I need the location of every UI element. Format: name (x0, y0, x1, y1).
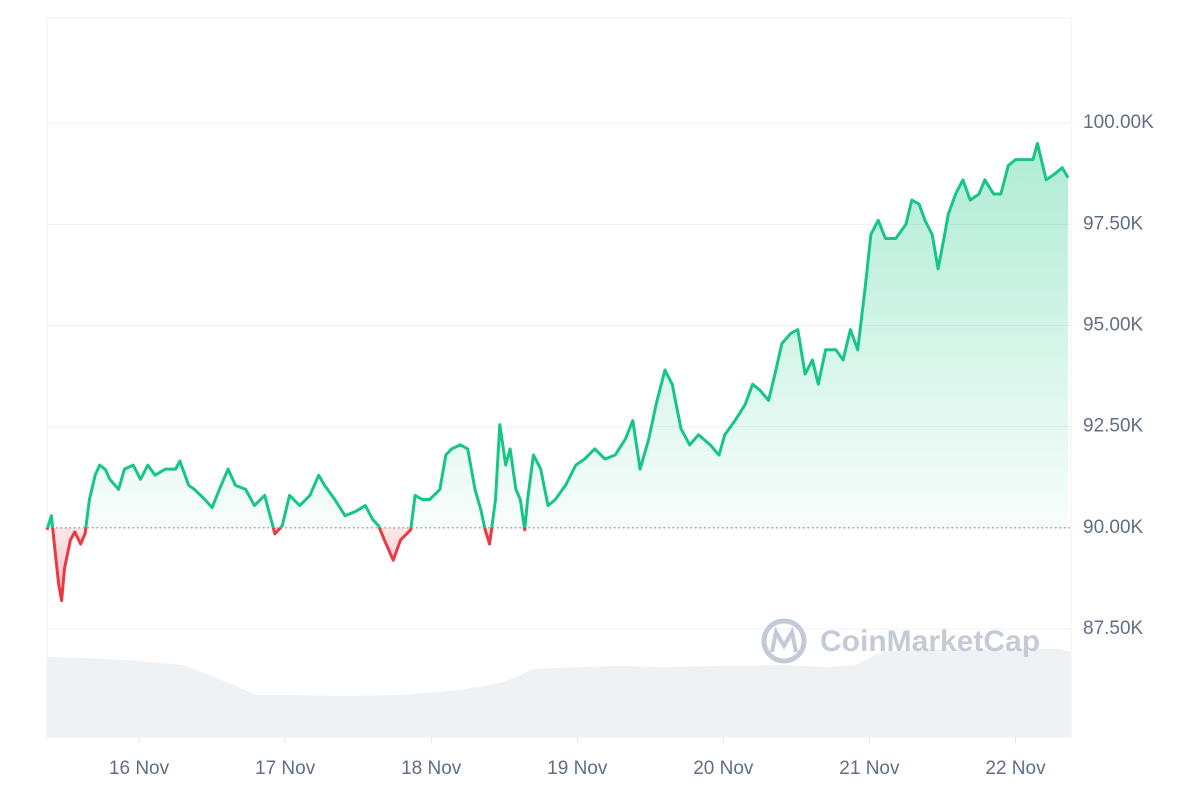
x-tick-label: 20 Nov (693, 758, 754, 779)
y-tick-label: 87.50K (1083, 618, 1144, 639)
x-tick-label: 16 Nov (109, 758, 170, 779)
y-tick-label: 92.50K (1083, 416, 1144, 437)
watermark: CoinMarketCap (820, 625, 1040, 658)
y-tick-label: 100.00K (1083, 112, 1154, 133)
watermark-logo (761, 618, 807, 664)
volume-area (47, 649, 1071, 737)
x-tick-label: 21 Nov (839, 758, 900, 779)
price-area (47, 143, 1069, 601)
price-line (45, 141, 1070, 603)
x-tick-label: 18 Nov (401, 758, 462, 779)
x-tick-label: 19 Nov (547, 758, 608, 779)
y-tick-label: 95.00K (1083, 315, 1144, 336)
y-tick-label: 90.00K (1083, 517, 1144, 538)
x-tick-label: 22 Nov (985, 758, 1046, 779)
y-tick-label: 97.50K (1083, 213, 1144, 234)
x-tick-label: 17 Nov (255, 758, 316, 779)
